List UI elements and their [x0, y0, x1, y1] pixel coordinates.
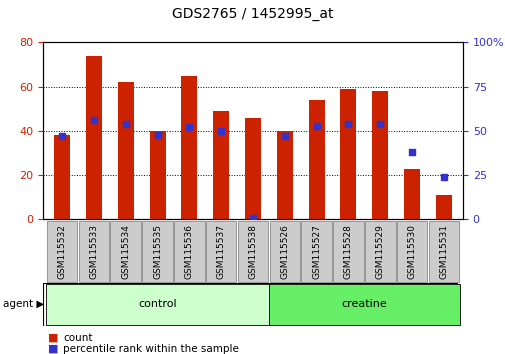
Text: percentile rank within the sample: percentile rank within the sample	[63, 344, 239, 354]
Point	[439, 174, 447, 180]
Text: GSM115535: GSM115535	[153, 224, 162, 279]
FancyBboxPatch shape	[206, 221, 236, 282]
Point	[407, 149, 415, 155]
FancyBboxPatch shape	[78, 221, 109, 282]
Point	[217, 128, 225, 134]
Bar	[118, 82, 133, 219]
Point	[280, 133, 288, 139]
Text: creatine: creatine	[341, 299, 386, 309]
FancyBboxPatch shape	[110, 221, 141, 282]
FancyBboxPatch shape	[364, 221, 395, 282]
Point	[153, 132, 161, 137]
FancyBboxPatch shape	[396, 221, 427, 282]
FancyBboxPatch shape	[47, 221, 77, 282]
Bar	[86, 56, 102, 219]
Text: GSM115533: GSM115533	[89, 224, 98, 279]
Point	[312, 123, 320, 129]
Text: control: control	[138, 299, 177, 309]
Bar	[149, 131, 165, 219]
FancyBboxPatch shape	[142, 221, 173, 282]
Point	[185, 125, 193, 130]
Text: GDS2765 / 1452995_at: GDS2765 / 1452995_at	[172, 7, 333, 21]
Text: GSM115529: GSM115529	[375, 224, 384, 279]
Bar	[435, 195, 451, 219]
Text: GSM115531: GSM115531	[438, 224, 447, 279]
Text: count: count	[63, 333, 92, 343]
FancyBboxPatch shape	[46, 284, 268, 325]
FancyBboxPatch shape	[174, 221, 204, 282]
Text: ■: ■	[48, 344, 59, 354]
FancyBboxPatch shape	[301, 221, 331, 282]
FancyBboxPatch shape	[428, 221, 458, 282]
FancyBboxPatch shape	[269, 221, 299, 282]
Text: GSM115526: GSM115526	[280, 224, 289, 279]
Bar	[244, 118, 261, 219]
Text: GSM115536: GSM115536	[184, 224, 193, 279]
Text: agent ▶: agent ▶	[3, 299, 44, 309]
FancyBboxPatch shape	[237, 221, 268, 282]
Text: GSM115530: GSM115530	[407, 224, 416, 279]
Bar	[276, 131, 292, 219]
Text: ■: ■	[48, 333, 59, 343]
Text: GSM115532: GSM115532	[58, 224, 67, 279]
Text: GSM115534: GSM115534	[121, 224, 130, 279]
Bar	[372, 91, 387, 219]
Bar	[308, 100, 324, 219]
Text: GSM115537: GSM115537	[216, 224, 225, 279]
Point	[58, 133, 66, 139]
Bar	[213, 111, 229, 219]
Bar	[181, 76, 197, 219]
Bar	[403, 169, 419, 219]
Bar	[54, 135, 70, 219]
Point	[376, 121, 384, 127]
Point	[90, 118, 98, 123]
FancyBboxPatch shape	[268, 284, 459, 325]
Bar	[340, 89, 356, 219]
Text: GSM115527: GSM115527	[312, 224, 321, 279]
Text: GSM115538: GSM115538	[248, 224, 257, 279]
Point	[121, 121, 129, 127]
Point	[344, 121, 352, 127]
Text: GSM115528: GSM115528	[343, 224, 352, 279]
FancyBboxPatch shape	[332, 221, 363, 282]
Point	[248, 215, 257, 221]
